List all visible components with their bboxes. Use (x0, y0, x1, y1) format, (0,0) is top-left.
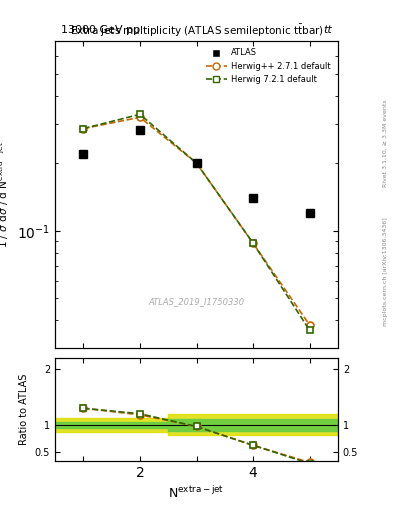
Text: 13000 GeV pp: 13000 GeV pp (61, 25, 140, 35)
Text: mcplots.cern.ch [arXiv:1306.3436]: mcplots.cern.ch [arXiv:1306.3436] (383, 217, 388, 326)
Y-axis label: Ratio to ATLAS: Ratio to ATLAS (19, 374, 29, 445)
Text: tt: tt (323, 25, 332, 35)
Text: Rivet 3.1.10, ≥ 3.3M events: Rivet 3.1.10, ≥ 3.3M events (383, 99, 388, 187)
Legend: ATLAS, Herwig++ 2.7.1 default, Herwig 7.2.1 default: ATLAS, Herwig++ 2.7.1 default, Herwig 7.… (202, 45, 334, 87)
Text: ATLAS_2019_I1750330: ATLAS_2019_I1750330 (149, 297, 244, 307)
Title: Extra jets multiplicity (ATLAS semileptonic t$\bar{\rm t}$bar): Extra jets multiplicity (ATLAS semilepto… (70, 23, 323, 39)
Y-axis label: 1 / $\sigma$ d$\sigma$ / d N$^{\rm extra-jet}$: 1 / $\sigma$ d$\sigma$ / d N$^{\rm extra… (0, 141, 11, 248)
X-axis label: N$^{\rm extra-jet}$: N$^{\rm extra-jet}$ (169, 485, 224, 501)
